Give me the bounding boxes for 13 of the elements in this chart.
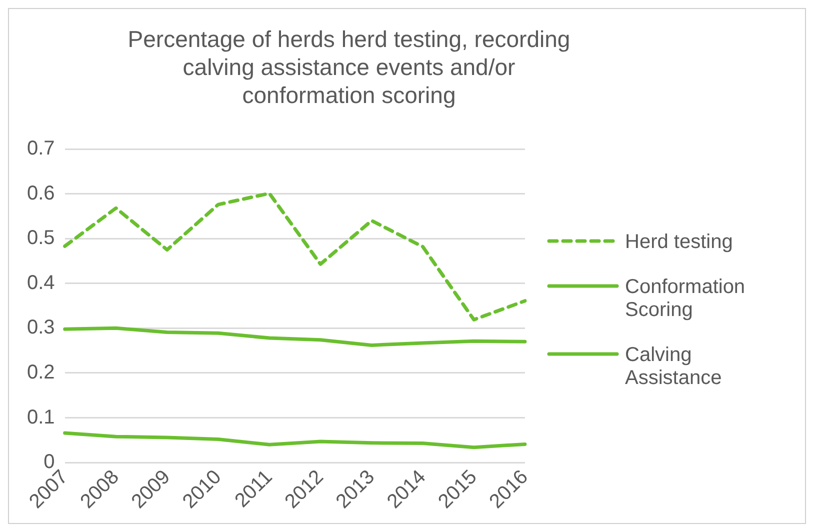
y-tick-label: 0.3 [26,316,55,339]
y-tick-label: 0 [44,451,55,474]
chart-title: Percentage of herds herd testing, recording calving assistance events and/or conformation scoring [126,25,572,109]
line-series [63,192,527,322]
y-tick-label: 0.5 [26,227,55,250]
y-tick-label: 0.2 [26,361,55,384]
legend-label: Calving Assistance [625,344,723,390]
y-tick-label: 0.7 [26,138,55,160]
y-tick-label: 0.4 [26,272,55,294]
y-tick-label: 0.6 [26,182,55,204]
legend-label: Conformation Scoring [625,276,746,322]
legend-label: Herd testing [625,231,734,254]
y-tick-label: 0.1 [26,406,55,428]
